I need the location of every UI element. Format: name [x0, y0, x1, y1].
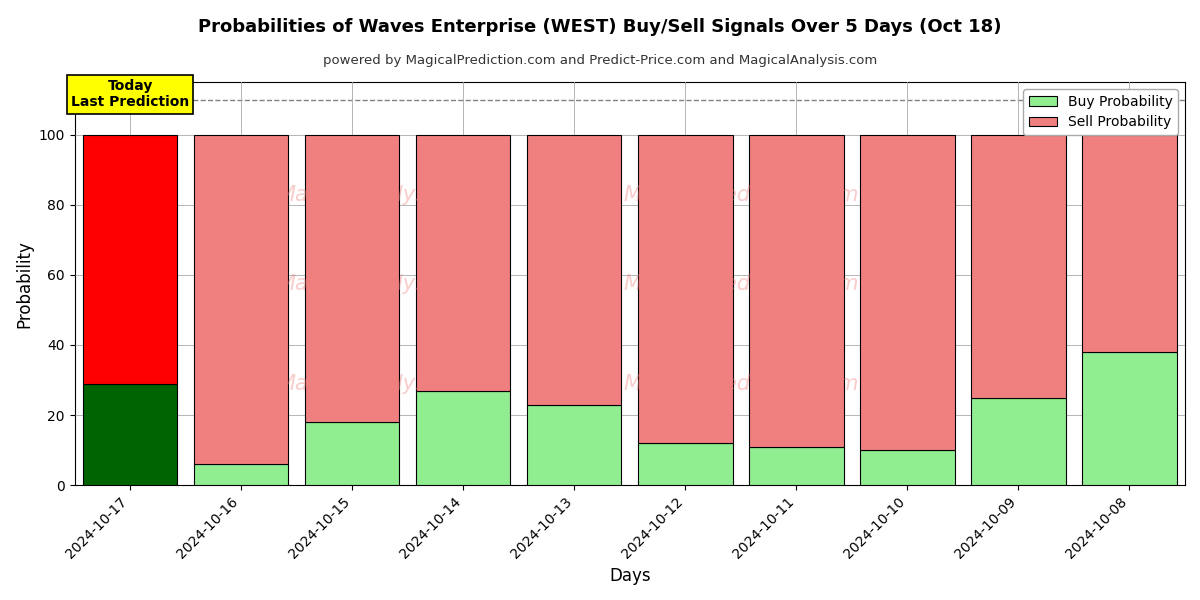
Text: Today
Last Prediction: Today Last Prediction [71, 79, 190, 109]
Text: Probabilities of Waves Enterprise (WEST) Buy/Sell Signals Over 5 Days (Oct 18): Probabilities of Waves Enterprise (WEST)… [198, 18, 1002, 36]
Bar [749, 446, 844, 485]
Bar [416, 391, 510, 485]
Text: MagicalAnalysis.com: MagicalAnalysis.com [277, 374, 494, 394]
Bar [83, 383, 178, 485]
Bar [527, 134, 622, 404]
Bar [305, 422, 400, 485]
Y-axis label: Probability: Probability [16, 239, 34, 328]
Bar [749, 134, 844, 446]
Text: MagicalPrediction.com: MagicalPrediction.com [623, 185, 859, 205]
Bar [638, 443, 732, 485]
X-axis label: Days: Days [610, 567, 650, 585]
Text: powered by MagicalPrediction.com and Predict-Price.com and MagicalAnalysis.com: powered by MagicalPrediction.com and Pre… [323, 54, 877, 67]
Bar [971, 398, 1066, 485]
Bar [971, 134, 1066, 398]
Bar [638, 134, 732, 443]
Bar [1082, 134, 1177, 352]
Legend: Buy Probability, Sell Probability: Buy Probability, Sell Probability [1024, 89, 1178, 135]
Bar [527, 404, 622, 485]
Text: MagicalAnalysis.com: MagicalAnalysis.com [277, 185, 494, 205]
Bar [860, 134, 955, 450]
Text: MagicalAnalysis.com: MagicalAnalysis.com [277, 274, 494, 293]
Bar [860, 450, 955, 485]
Text: MagicalPrediction.com: MagicalPrediction.com [623, 274, 859, 293]
Text: MagicalPrediction.com: MagicalPrediction.com [623, 374, 859, 394]
Bar [416, 134, 510, 391]
Bar [83, 134, 178, 383]
Bar [1082, 352, 1177, 485]
Bar [305, 134, 400, 422]
Bar [194, 464, 288, 485]
Bar [194, 134, 288, 464]
